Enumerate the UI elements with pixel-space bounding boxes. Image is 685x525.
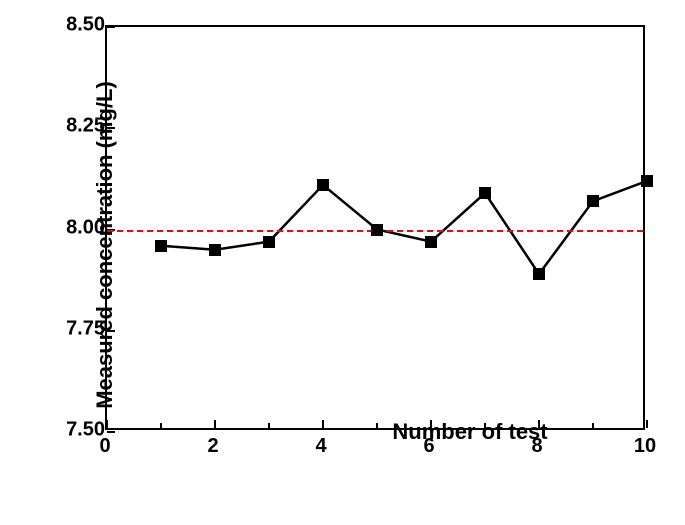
data-marker <box>587 195 599 207</box>
data-marker <box>479 187 491 199</box>
data-marker <box>209 244 221 256</box>
x-tick-label: 0 <box>85 435 125 458</box>
x-minor-tick <box>592 423 594 428</box>
x-minor-tick <box>268 423 270 428</box>
data-marker <box>317 179 329 191</box>
y-tick-label: 8.25 <box>45 115 105 138</box>
x-tick-label: 4 <box>301 435 341 458</box>
x-tick-label: 8 <box>517 435 557 458</box>
x-tick <box>106 420 108 428</box>
x-tick <box>214 420 216 428</box>
x-tick-label: 2 <box>193 435 233 458</box>
x-tick-label: 10 <box>625 435 665 458</box>
x-tick <box>646 420 648 428</box>
y-tick <box>107 26 115 28</box>
y-tick <box>107 431 115 433</box>
plot-area <box>105 25 645 430</box>
data-marker <box>641 175 653 187</box>
data-marker <box>155 240 167 252</box>
data-marker <box>533 268 545 280</box>
data-line <box>161 181 647 274</box>
x-tick <box>322 420 324 428</box>
chart-container: Measured concentration (mg/L) Number of … <box>95 20 650 455</box>
x-minor-tick <box>160 423 162 428</box>
data-marker <box>425 236 437 248</box>
y-tick-label: 8.50 <box>45 14 105 37</box>
data-marker <box>263 236 275 248</box>
y-tick-label: 8.00 <box>45 216 105 239</box>
data-marker <box>371 224 383 236</box>
y-tick-label: 7.75 <box>45 317 105 340</box>
x-tick-label: 6 <box>409 435 449 458</box>
x-minor-tick <box>376 423 378 428</box>
